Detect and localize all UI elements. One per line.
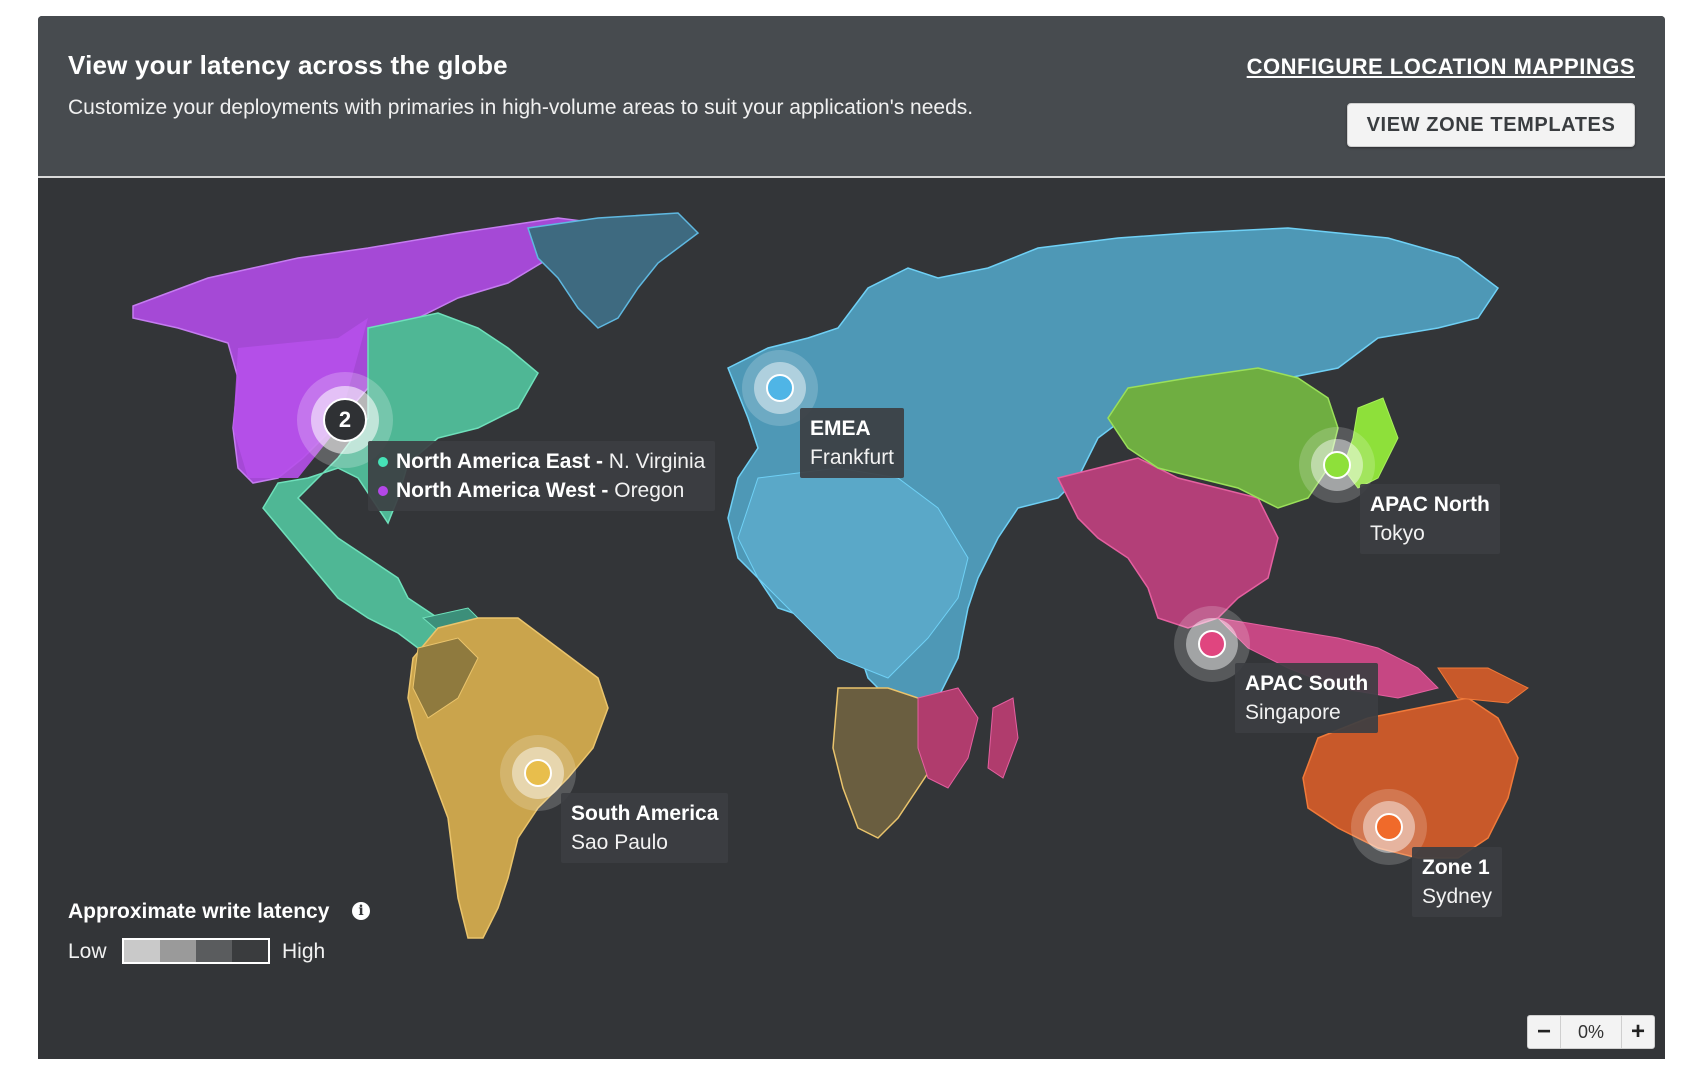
zone1-label[interactable]: Zone 1 Sydney: [1412, 847, 1503, 917]
info-icon[interactable]: i: [352, 902, 370, 920]
apac-north-region: [1107, 367, 1339, 509]
zoom-level: 0%: [1560, 1016, 1622, 1048]
apac-south-region: [1056, 457, 1279, 629]
na-east-dot: [378, 456, 388, 467]
cluster-item-city: N. Virginia: [608, 450, 706, 473]
cluster-item-city: Oregon: [614, 479, 685, 502]
south-america-dot: [524, 759, 552, 787]
cluster-count: 2: [323, 398, 367, 442]
region-city: Frankfurt: [810, 446, 895, 469]
region-name: APAC South: [1245, 672, 1369, 695]
legend-high-label: High: [282, 940, 326, 963]
na-west-dot: [378, 485, 388, 496]
southern-africa-region: [832, 687, 939, 839]
apac-south-label[interactable]: APAC South Singapore: [1235, 663, 1379, 733]
panel-header: View your latency across the globe Custo…: [38, 16, 1665, 178]
zone1-dot: [1375, 813, 1403, 841]
latency-scale-step: [160, 940, 196, 962]
legend-low-label: Low: [68, 940, 107, 963]
region-city: Sydney: [1422, 885, 1493, 908]
latency-legend-title: Approximate write latency: [68, 900, 330, 923]
cluster-item-na-west[interactable]: North America West - Oregon: [378, 476, 705, 505]
latency-scale-step: [196, 940, 232, 962]
zone1-region: [1302, 697, 1519, 859]
region-name: Zone 1: [1422, 856, 1490, 879]
latency-scale-bar: [122, 938, 270, 964]
world-map-shapes: [132, 212, 1529, 939]
region-city: Singapore: [1245, 701, 1341, 724]
world-map[interactable]: 2 North America East - N. Virginia North…: [38, 178, 1665, 1059]
configure-location-mappings-link[interactable]: CONFIGURE LOCATION MAPPINGS: [1246, 54, 1635, 79]
cluster-item-name: North America West -: [396, 479, 609, 502]
region-city: Sao Paulo: [571, 831, 668, 854]
apac-north-marker[interactable]: [1299, 427, 1375, 503]
region-name: APAC North: [1370, 493, 1490, 516]
na-cluster-label[interactable]: North America East - N. Virginia North A…: [368, 441, 716, 511]
apac-south-dot: [1198, 630, 1226, 658]
region-name: EMEA: [810, 417, 871, 440]
south-america-label[interactable]: South America Sao Paulo: [561, 793, 729, 863]
greenland: [527, 212, 700, 329]
apac-north-label[interactable]: APAC North Tokyo: [1360, 484, 1500, 554]
view-zone-templates-button[interactable]: VIEW ZONE TEMPLATES: [1347, 103, 1635, 147]
cluster-item-name: North America East -: [396, 450, 603, 473]
zoom-out-button[interactable]: −: [1536, 1018, 1551, 1045]
apac-north-dot: [1323, 451, 1351, 479]
zoom-in-button[interactable]: +: [1630, 1018, 1645, 1045]
latency-scale-step: [124, 940, 160, 962]
latency-scale-step: [232, 940, 268, 962]
zoom-control: − 0% +: [1527, 1015, 1655, 1049]
region-name: South America: [571, 802, 719, 825]
emea-label[interactable]: EMEA Frankfurt: [800, 408, 905, 478]
page-subtitle: Customize your deployments with primarie…: [68, 96, 974, 119]
region-city: Tokyo: [1370, 522, 1425, 545]
page-title: View your latency across the globe: [68, 50, 508, 80]
cluster-item-na-east[interactable]: North America East - N. Virginia: [378, 447, 705, 476]
emea-dot: [766, 374, 794, 402]
latency-map-panel: View your latency across the globe Custo…: [38, 16, 1665, 1059]
